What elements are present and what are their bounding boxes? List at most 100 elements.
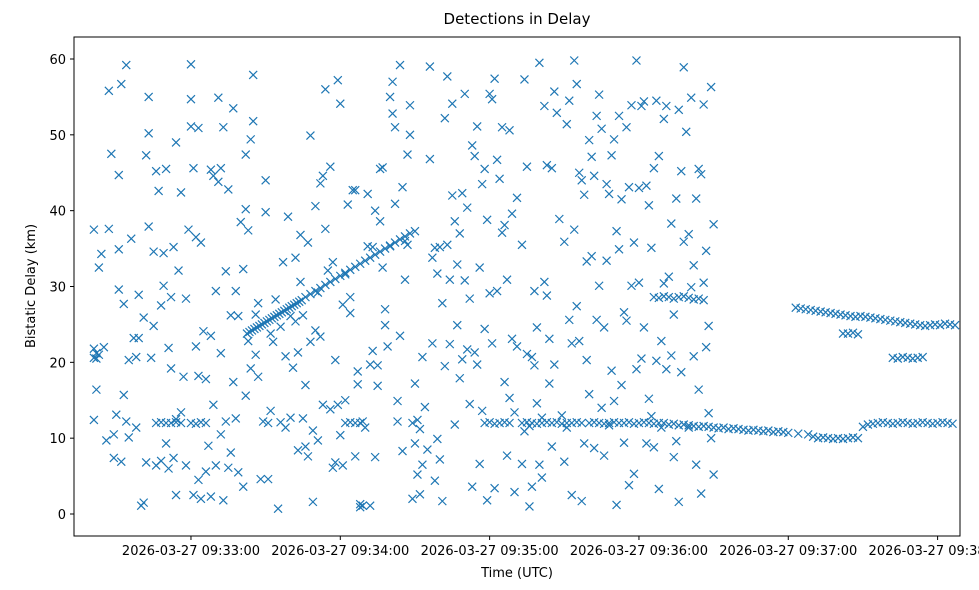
data-point-clutter-373 — [592, 111, 602, 121]
data-point-clutter-143 — [288, 363, 298, 373]
data-point-clutter-303 — [497, 228, 507, 238]
data-point-clutter-453 — [694, 164, 704, 174]
data-point-clutter-389 — [612, 226, 621, 236]
data-point-clutter-55 — [169, 453, 178, 463]
data-point-clutter-180 — [335, 430, 345, 440]
data-point-clutter-224 — [395, 331, 405, 341]
data-point-clutter-151 — [298, 414, 308, 423]
data-point-clutter-17 — [116, 457, 126, 467]
data-point-clutter-396 — [619, 438, 629, 448]
data-point-clutter-309 — [505, 393, 514, 403]
data-point-clutter-454 — [694, 385, 704, 395]
data-point-track-ascending-4 — [252, 323, 262, 332]
data-point-clutter-344 — [552, 108, 562, 118]
data-point-clutter-465 — [709, 219, 719, 229]
data-point-clutter-107 — [233, 311, 243, 321]
data-point-clutter-123 — [253, 372, 263, 382]
data-point-track-28km-49 — [893, 354, 903, 363]
data-point-clutter-163 — [313, 436, 323, 445]
data-point-clutter-286 — [475, 459, 485, 469]
data-point-clutter-234 — [408, 494, 417, 504]
data-point-clutter-366 — [582, 355, 592, 365]
data-point-clutter-267 — [452, 260, 462, 269]
data-point-clutter-32 — [139, 498, 149, 508]
data-point-clutter-153 — [301, 380, 310, 390]
data-point-clutter-460 — [701, 342, 711, 352]
data-point-clutter-219 — [390, 122, 400, 132]
data-point-clutter-51 — [164, 464, 173, 473]
data-point-clutter-54 — [169, 242, 178, 252]
data-point-clutter-165 — [315, 332, 325, 341]
data-point-clutter-433 — [666, 351, 676, 360]
data-point-clutter-97 — [221, 417, 231, 426]
data-point-track-12km-62 — [803, 429, 813, 439]
data-point-clutter-125 — [258, 417, 268, 426]
data-point-track-28km-47 — [853, 329, 863, 339]
data-point-clutter-406 — [632, 364, 641, 374]
data-point-clutter-370 — [587, 251, 597, 261]
data-point-clutter-98 — [223, 185, 233, 194]
data-point-clutter-148 — [296, 230, 305, 240]
data-point-clutter-240 — [415, 424, 425, 434]
data-point-clutter-222 — [393, 396, 402, 406]
data-point-clutter-427 — [659, 114, 669, 124]
data-point-clutter-112 — [241, 204, 251, 214]
data-point-track-28km-46 — [848, 328, 858, 338]
data-point-clutter-173 — [328, 257, 338, 267]
data-point-clutter-441 — [676, 367, 686, 377]
data-point-clutter-33 — [141, 150, 151, 160]
data-point-clutter-11 — [109, 429, 119, 439]
data-point-clutter-193 — [355, 499, 365, 509]
data-point-clutter-317 — [517, 240, 527, 250]
data-point-clutter-335 — [539, 277, 549, 287]
data-point-clutter-349 — [562, 119, 572, 129]
data-point-clutter-307 — [502, 451, 512, 461]
data-point-clutter-273 — [460, 89, 470, 99]
data-point-clutter-63 — [181, 294, 191, 304]
data-point-clutter-100 — [226, 310, 236, 320]
data-point-clutter-58 — [171, 490, 181, 500]
data-point-clutter-426 — [656, 423, 666, 432]
x-tick-label-2: 2026-03-27 09:35:00 — [421, 544, 559, 559]
data-point-clutter-367 — [584, 135, 594, 145]
data-point-clutter-9 — [106, 149, 116, 159]
data-point-clutter-442 — [679, 62, 689, 72]
data-point-clutter-246 — [425, 154, 435, 164]
data-point-clutter-7 — [104, 86, 114, 96]
data-point-track-ascending-5 — [254, 321, 264, 331]
data-point-track-28km-4 — [669, 294, 679, 304]
data-point-clutter-397 — [622, 122, 631, 132]
data-point-clutter-172 — [325, 404, 335, 414]
data-point-clutter-210 — [378, 163, 388, 172]
data-point-clutter-196 — [358, 417, 368, 426]
data-point-clutter-251 — [432, 269, 442, 279]
data-point-track-28km-10 — [699, 295, 709, 305]
data-point-clutter-443 — [679, 237, 689, 247]
data-point-clutter-13 — [114, 285, 124, 294]
data-point-clutter-331 — [534, 460, 544, 470]
data-point-clutter-190 — [350, 451, 360, 461]
data-point-clutter-1 — [89, 415, 99, 425]
data-point-track-ascending-18 — [287, 301, 297, 311]
data-point-clutter-201 — [365, 501, 375, 511]
data-point-clutter-377 — [597, 124, 607, 134]
data-point-clutter-415 — [644, 200, 654, 210]
y-tick-label-1: 10 — [49, 432, 66, 447]
data-point-clutter-68 — [186, 122, 196, 131]
data-point-clutter-438 — [674, 105, 684, 115]
data-point-clutter-302 — [497, 122, 507, 132]
data-point-clutter-189 — [350, 185, 360, 195]
data-point-clutter-14 — [114, 244, 124, 254]
data-point-clutter-80 — [201, 467, 211, 476]
data-point-clutter-429 — [661, 101, 671, 111]
data-point-clutter-385 — [607, 150, 616, 160]
data-point-clutter-178 — [333, 400, 343, 410]
data-point-clutter-62 — [179, 372, 188, 382]
data-point-track-ascending-38 — [375, 247, 385, 257]
data-point-clutter-156 — [306, 131, 315, 141]
data-point-clutter-150 — [298, 310, 308, 320]
data-point-clutter-282 — [470, 348, 480, 357]
data-point-track-ascending-37 — [370, 250, 380, 260]
data-point-clutter-101 — [226, 448, 236, 458]
data-point-track-ascending-1 — [245, 327, 254, 337]
